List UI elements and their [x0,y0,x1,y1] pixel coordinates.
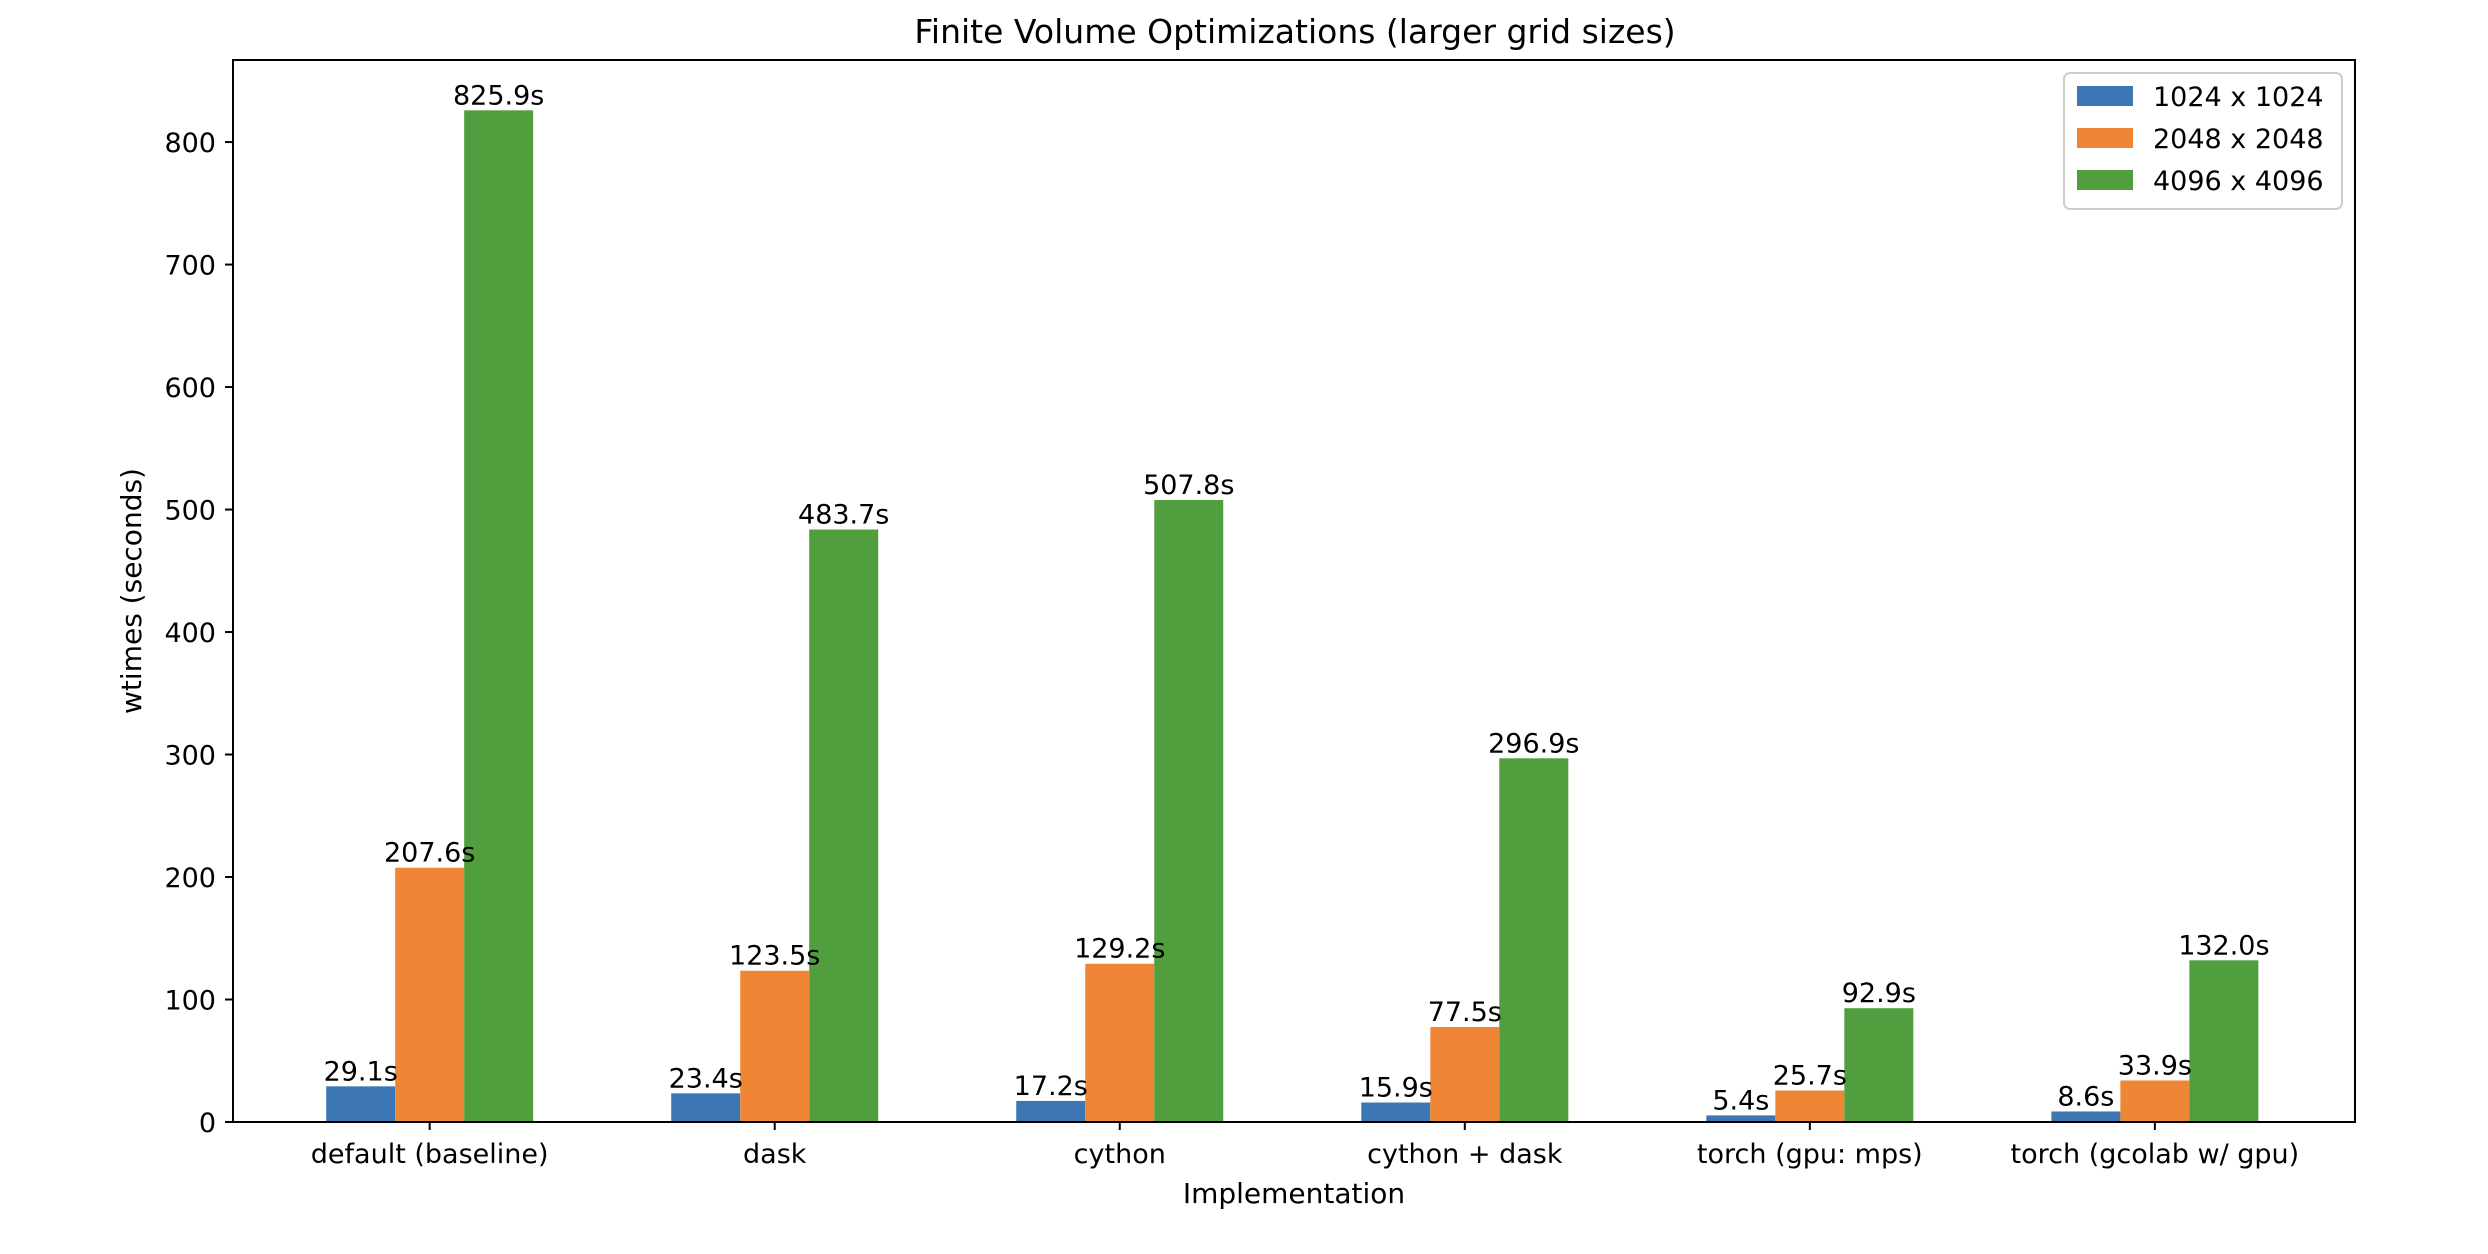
bar [671,1093,741,1122]
bar-value-label: 5.4s [1712,1085,1769,1116]
bar-value-label: 507.8s [1143,470,1234,501]
legend: 1024 x 1024 2048 x 2048 4096 x 4096 [2063,72,2343,210]
bar [740,970,810,1122]
plot-area-frame [232,59,2356,1123]
bar-value-label: 29.1s [324,1056,398,1087]
bar-value-label: 8.6s [2057,1081,2114,1112]
x-tick-label: torch (gcolab w/ gpu) [2011,1139,2300,1170]
legend-label: 1024 x 1024 [2153,82,2324,113]
y-tick-label: 700 [164,251,216,282]
bar-value-label: 23.4s [669,1063,743,1094]
y-tick-label: 800 [164,128,216,159]
bar-labels-layer: 29.1s 207.6s 825.9s 23.4s 123.5s 483.7s 17.2s 1… [324,80,2270,1116]
bar-value-label: 92.9s [1842,978,1916,1009]
x-tick-label: default (baseline) [311,1139,549,1170]
bar-value-label: 296.9s [1488,728,1579,759]
y-tick-label: 300 [164,741,216,772]
legend-label: 4096 x 4096 [2153,166,2324,197]
bars-layer [326,110,2259,1123]
bar-value-label: 33.9s [2118,1050,2192,1081]
bar [395,867,465,1122]
x-tick-label: cython + dask [1367,1139,1563,1170]
bar [2189,960,2259,1122]
bar [464,110,534,1123]
bar-value-label: 123.5s [729,941,820,972]
bar-value-label: 825.9s [453,80,544,111]
bar-value-label: 17.2s [1014,1071,1088,1102]
bar [2120,1080,2190,1122]
bar [1154,499,1224,1123]
bar [1706,1115,1776,1122]
bar [1430,1027,1500,1122]
bar-value-label: 207.6s [384,838,475,869]
bar-value-label: 132.0s [2178,930,2269,961]
bar [809,529,879,1122]
x-tick-label: torch (gpu: mps) [1697,1139,1923,1170]
legend-swatch [2077,170,2133,190]
y-axis-label: wtimes (seconds) [115,468,148,714]
y-tick-label: 400 [164,618,216,649]
y-axis: 0 100 200 300 400 500 600 700 800 [164,128,233,1139]
legend-frame [2063,72,2343,210]
y-tick-label: 0 [199,1108,216,1139]
bar [1499,758,1569,1122]
bar [326,1086,396,1122]
legend-items: 1024 x 1024 2048 x 2048 4096 x 4096 [2077,82,2324,197]
chart-title: Finite Volume Optimizations (larger grid… [914,12,1675,51]
bar-value-label: 77.5s [1428,997,1502,1028]
x-axis: default (baseline) dask cython cython + das… [311,1122,2299,1170]
legend-swatch [2077,86,2133,106]
legend-swatch [2077,128,2133,148]
y-tick-label: 200 [164,863,216,894]
bar [1361,1102,1431,1122]
bar [1844,1008,1914,1122]
bar [1775,1090,1845,1122]
bar-value-label: 129.2s [1074,934,1165,965]
bar-value-label: 25.7s [1773,1061,1847,1092]
bar [1085,963,1155,1122]
y-tick-label: 600 [164,373,216,404]
bar-value-label: 483.7s [798,500,889,531]
bar [2051,1111,2121,1122]
legend-label: 2048 x 2048 [2153,124,2324,155]
x-axis-label: Implementation [1183,1177,1405,1210]
bar [1016,1100,1086,1122]
bar-value-label: 15.9s [1359,1073,1433,1104]
y-tick-label: 100 [164,986,216,1017]
y-tick-label: 500 [164,496,216,527]
x-tick-label: dask [743,1139,807,1170]
x-tick-label: cython [1074,1139,1166,1170]
